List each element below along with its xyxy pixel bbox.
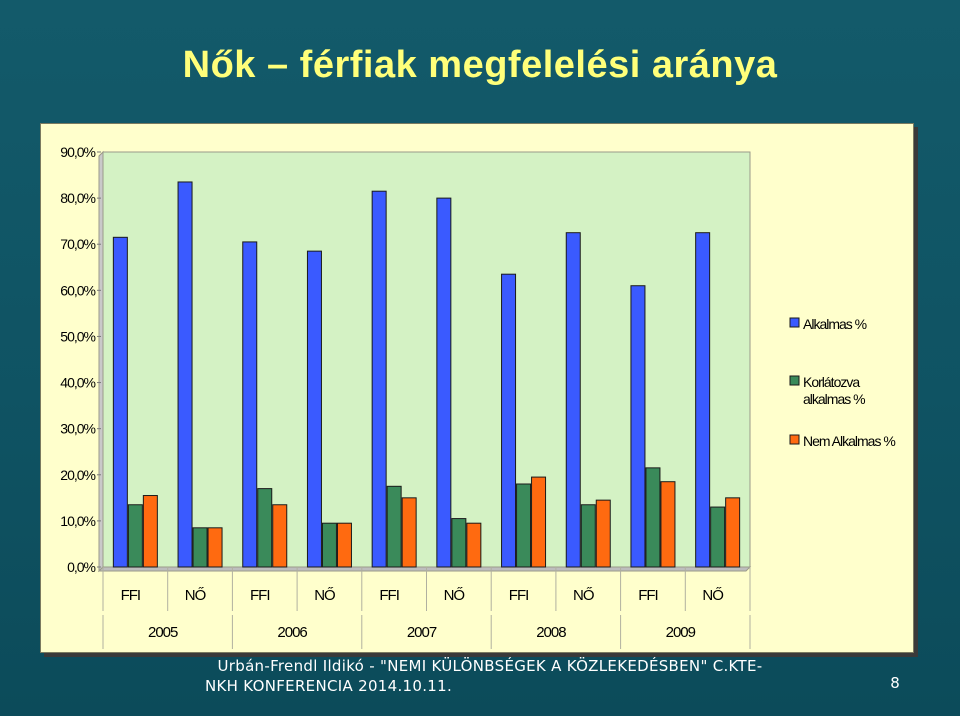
y-tick-label: 70,0% [60, 236, 95, 252]
y-tick-label: 40,0% [60, 375, 95, 391]
bar-alkalmas [695, 232, 711, 568]
bar-nem-alkalmas [595, 499, 611, 568]
y-tick-label: 50,0% [60, 328, 95, 344]
bar-nem-alkalmas [660, 481, 676, 568]
legend-swatch [789, 434, 800, 445]
legend-label: Korlátozva alkalmas % [803, 374, 865, 407]
bar-korl-tozva-alkalmas [257, 488, 273, 568]
bar-alkalmas [501, 273, 517, 568]
x-category-label: FFI [509, 587, 529, 604]
x-category-label: FFI [379, 587, 399, 604]
bar-nem-alkalmas [207, 527, 223, 568]
x-group-label: 2008 [536, 624, 566, 641]
x-category-label: FFI [250, 587, 270, 604]
x-category-label: NŐ [444, 587, 465, 604]
bar-nem-alkalmas [531, 476, 547, 568]
bar-alkalmas [630, 285, 646, 568]
bar-alkalmas [371, 190, 387, 568]
plot-side-wall [98, 150, 104, 573]
legend-swatch [789, 375, 800, 386]
bar-alkalmas [242, 241, 258, 568]
bar-korl-tozva-alkalmas [386, 485, 402, 568]
bar-alkalmas [436, 197, 452, 568]
footer-citation: Urbán-Frendl Ildikó - "NEMI KÜLÖNBSÉGEK … [150, 656, 830, 696]
slide-title: Nők – férfiak megfelelési aránya [182, 44, 778, 86]
bar-nem-alkalmas [272, 504, 288, 568]
bar-alkalmas [306, 250, 322, 568]
footer-line-1: Urbán-Frendl Ildikó - "NEMI KÜLÖNBSÉGEK … [217, 657, 763, 675]
bar-korl-tozva-alkalmas [321, 522, 337, 568]
bar-korl-tozva-alkalmas [710, 506, 726, 568]
x-category-label: FFI [121, 587, 141, 604]
y-tick-label: 20,0% [60, 467, 95, 483]
x-category-label: NŐ [702, 587, 723, 604]
legend-label: Nem Alkalmas % [803, 433, 895, 449]
x-category-label: NŐ [185, 587, 206, 604]
x-category-label: NŐ [573, 587, 594, 604]
footer-line-2: NKH KONFERENCIA 2014.10.11. [205, 677, 453, 695]
bar-korl-tozva-alkalmas [645, 467, 661, 568]
y-tick-label: 90,0% [60, 144, 95, 160]
bar-alkalmas [177, 181, 193, 568]
y-tick-label: 0,0% [67, 559, 95, 575]
bar-korl-tozva-alkalmas [580, 504, 596, 568]
legend-swatch [789, 317, 800, 328]
bar-nem-alkalmas [142, 495, 158, 568]
bar-alkalmas [565, 232, 581, 568]
bar-nem-alkalmas [725, 497, 741, 568]
x-group-label: 2005 [148, 624, 178, 641]
plot-floor [97, 566, 752, 572]
chart-panel: 0,0% 10,0% 20,0% 30,0% 40,0% 50,0% 60,0% 70,0% 8… [40, 123, 914, 653]
bar-alkalmas [112, 236, 128, 568]
x-group-label: 2006 [277, 624, 307, 641]
y-tick-label: 80,0% [60, 190, 95, 206]
x-group-label: 2007 [407, 624, 437, 641]
bar-korl-tozva-alkalmas [451, 518, 467, 568]
bar-nem-alkalmas [401, 497, 417, 568]
bar-nem-alkalmas [466, 522, 482, 568]
bar-nem-alkalmas [336, 522, 352, 568]
x-category-label: FFI [638, 587, 658, 604]
bar-chart: 0,0% 10,0% 20,0% 30,0% 40,0% 50,0% 60,0% 70,0% 8… [60, 144, 896, 649]
bar-korl-tozva-alkalmas [127, 504, 143, 568]
y-tick-label: 60,0% [60, 282, 95, 298]
y-tick-label: 10,0% [60, 513, 95, 529]
y-tick-label: 30,0% [60, 421, 95, 437]
x-group-label: 2009 [666, 624, 696, 641]
bar-korl-tozva-alkalmas [516, 483, 532, 568]
bar-korl-tozva-alkalmas [192, 527, 208, 568]
x-category-label: NŐ [314, 587, 335, 604]
legend-label: Alkalmas % [803, 316, 867, 332]
page-number: 8 [890, 674, 900, 692]
